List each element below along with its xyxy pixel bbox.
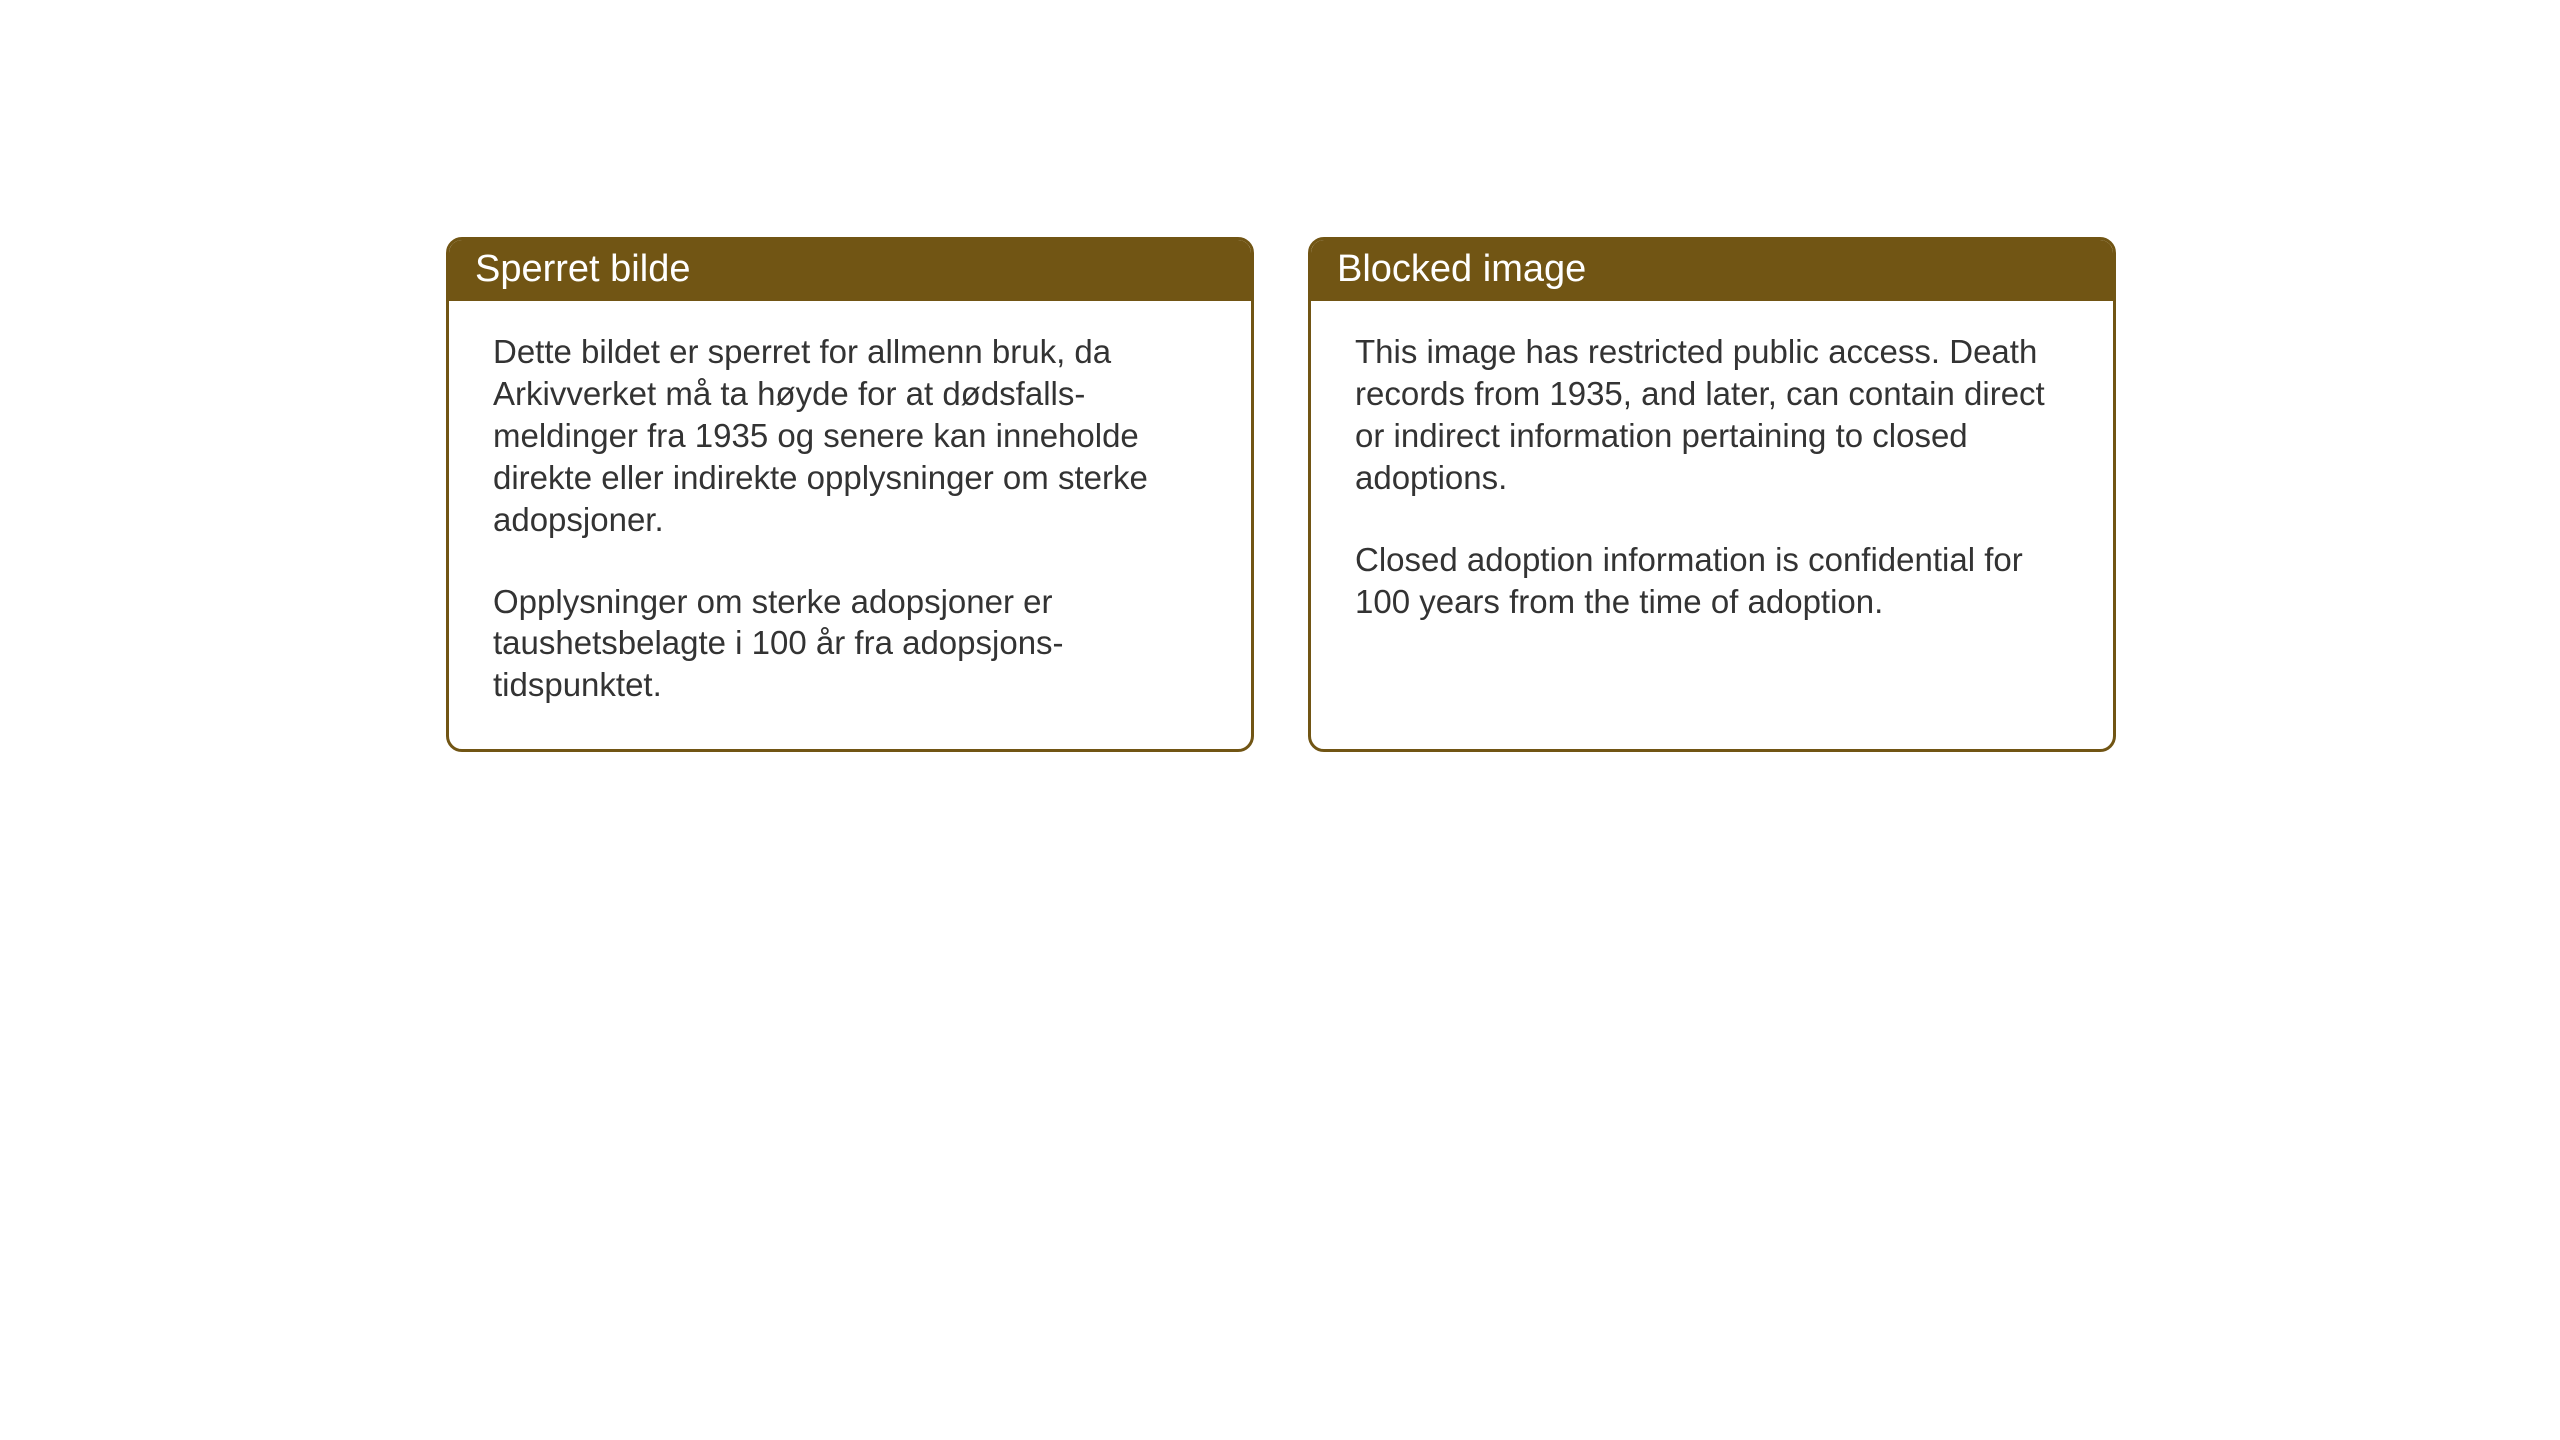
card-english-paragraph2: Closed adoption information is confident… [1355, 539, 2069, 623]
card-norwegian-title: Sperret bilde [475, 248, 690, 290]
card-english-body: This image has restricted public access.… [1311, 301, 2113, 749]
card-norwegian-header: Sperret bilde [449, 240, 1251, 301]
card-norwegian-body: Dette bildet er sperret for allmenn bruk… [449, 301, 1251, 749]
card-english-title: Blocked image [1337, 248, 1586, 290]
card-english-header: Blocked image [1311, 240, 2113, 301]
card-english: Blocked image This image has restricted … [1308, 237, 2116, 752]
card-english-paragraph1: This image has restricted public access.… [1355, 331, 2069, 499]
cards-container: Sperret bilde Dette bildet er sperret fo… [446, 237, 2116, 752]
card-norwegian-paragraph2: Opplysninger om sterke adopsjoner er tau… [493, 581, 1207, 707]
card-norwegian-paragraph1: Dette bildet er sperret for allmenn bruk… [493, 331, 1207, 541]
card-norwegian: Sperret bilde Dette bildet er sperret fo… [446, 237, 1254, 752]
